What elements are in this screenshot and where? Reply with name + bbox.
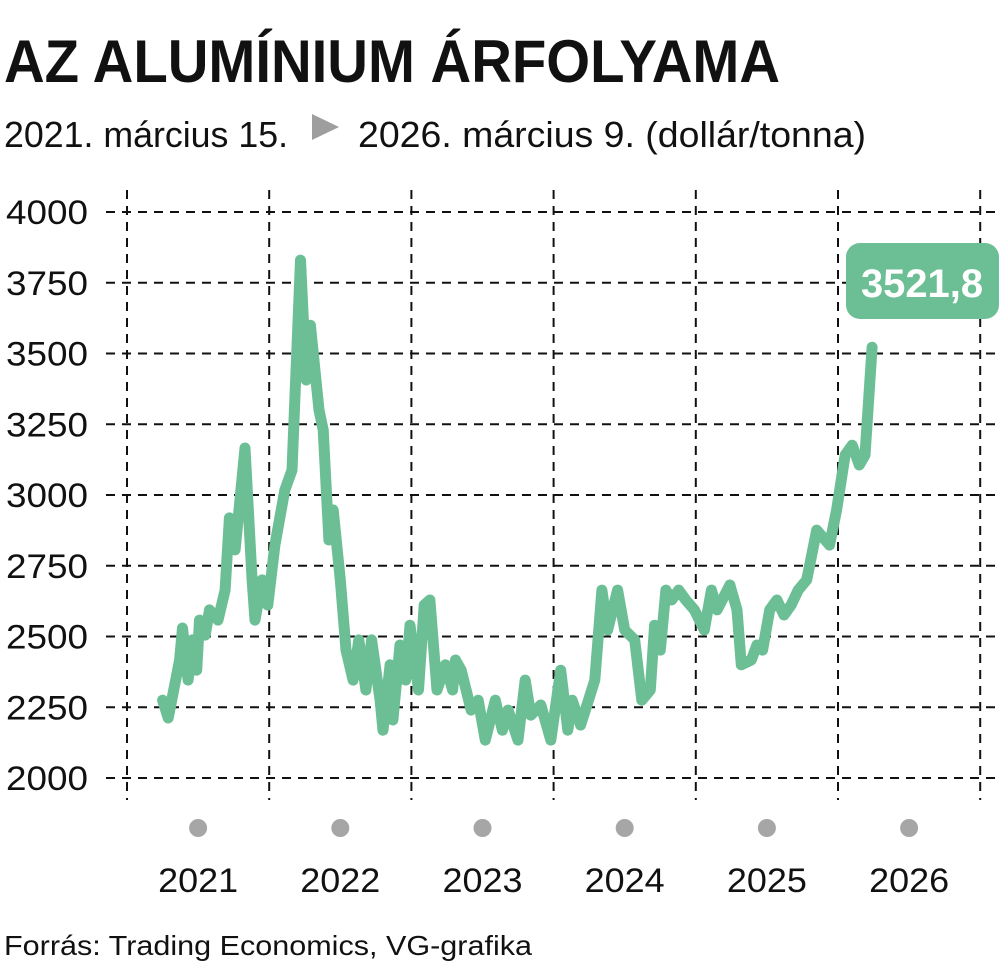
x-tick-dot: [757, 819, 776, 837]
last-value-label: 3521,8: [861, 262, 983, 306]
x-tick-label: 2024: [585, 862, 665, 900]
y-tick-label: 3750: [6, 265, 88, 303]
chart-title: AZ ALUMÍNIUM ÁRFOLYAMA: [4, 28, 780, 95]
x-tick-label: 2022: [300, 862, 380, 900]
x-tick-dot: [900, 819, 919, 837]
last-value-badge: 3521,8: [846, 243, 999, 319]
x-tick-label: 2025: [727, 862, 807, 900]
y-tick-label: 2750: [6, 548, 88, 586]
last-value-badge-bg: [846, 243, 999, 319]
x-axis: 2021 2022 2023 2024 2025 2026: [158, 819, 949, 900]
subtitle-end-date-unit: 2026. március 9. (dollár/tonna): [358, 114, 866, 155]
y-tick-label: 3250: [6, 406, 88, 444]
y-tick-label: 3000: [6, 477, 88, 515]
arrow-right-icon: [312, 114, 339, 140]
y-tick-label: 2250: [6, 689, 88, 727]
y-tick-label: 2000: [6, 760, 88, 798]
source-note: Forrás: Trading Economics, VG-grafika: [4, 930, 532, 961]
x-tick-dot: [615, 819, 634, 837]
subtitle-start-date: 2021. március 15.: [4, 114, 288, 155]
x-tick-label: 2023: [443, 862, 523, 900]
y-tick-label: 2500: [6, 619, 88, 657]
x-tick-dot: [331, 819, 350, 837]
y-tick-label: 3500: [6, 336, 88, 374]
y-axis: 4000 3750 3500 3250 3000 2750 2500 2250 2000: [6, 194, 88, 798]
x-tick-dot: [473, 819, 492, 837]
price-line: [157, 254, 878, 746]
x-tick-dot: [189, 819, 208, 837]
x-tick-label: 2026: [869, 862, 949, 900]
y-tick-label: 4000: [6, 194, 88, 232]
x-tick-label: 2021: [158, 862, 238, 900]
